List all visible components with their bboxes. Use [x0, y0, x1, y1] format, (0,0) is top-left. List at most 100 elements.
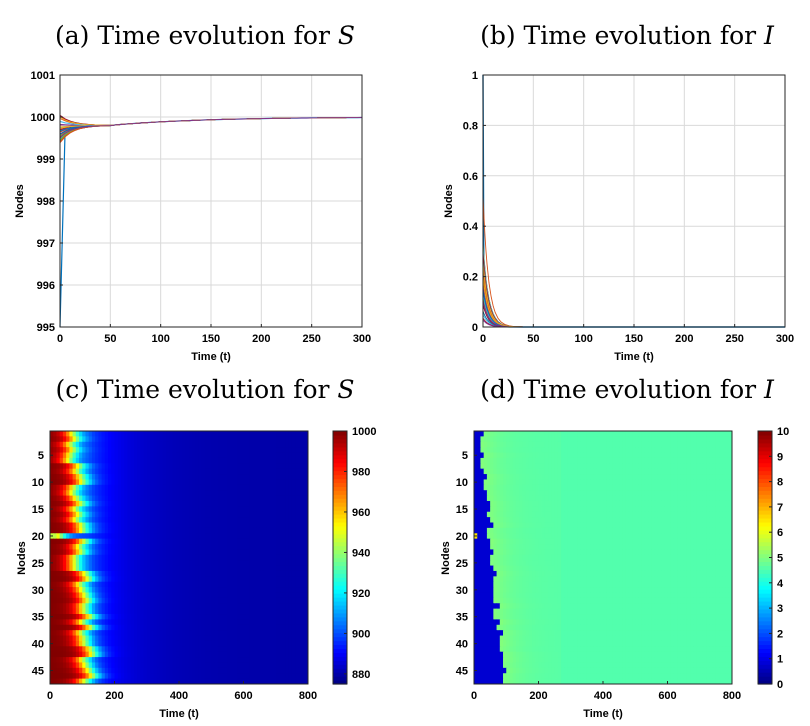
heatmap-cell	[217, 619, 222, 626]
heatmap-cell	[56, 635, 61, 642]
heatmap-cell	[50, 597, 54, 604]
heatmap-cell	[172, 436, 177, 443]
heatmap-cell	[237, 570, 241, 577]
heatmap-cell	[108, 646, 112, 653]
heatmap-cell	[715, 436, 720, 443]
heatmap-cell	[557, 490, 562, 497]
heatmap-cell	[162, 581, 167, 588]
heatmap-cell	[256, 673, 261, 680]
heatmap-cell	[137, 587, 141, 593]
heatmap-cell	[208, 614, 212, 620]
heatmap-cell	[120, 522, 125, 529]
heatmap-cell	[185, 447, 190, 454]
heatmap-cell	[98, 608, 103, 615]
heatmap-cell	[233, 630, 238, 637]
heatmap-cell	[651, 436, 656, 443]
heatmap-cell	[285, 630, 290, 637]
heatmap-cell	[175, 651, 180, 658]
heatmap-cell	[619, 436, 623, 443]
heatmap-cell	[120, 597, 125, 604]
heatmap-cell	[509, 441, 514, 448]
heatmap-cell	[104, 673, 109, 680]
heatmap-cell	[227, 549, 232, 556]
heatmap-cell	[583, 452, 588, 459]
heatmap-cell	[66, 640, 70, 647]
heatmap-cell	[690, 457, 694, 464]
heatmap-cell	[220, 619, 225, 626]
heatmap-cell	[188, 544, 193, 550]
heatmap-cell	[554, 479, 559, 486]
heatmap-cell	[124, 614, 128, 620]
heatmap-cell	[104, 484, 109, 491]
heatmap-cell	[166, 452, 170, 459]
heatmap-cell	[282, 662, 286, 669]
heatmap-cell	[256, 592, 261, 599]
heatmap-cell	[677, 441, 681, 448]
heatmap-cell	[246, 646, 251, 653]
heatmap-cell	[204, 522, 209, 529]
heatmap-cell	[683, 452, 688, 459]
heatmap-cell	[50, 576, 54, 583]
x-tick-label: 150	[202, 333, 220, 345]
heatmap-cell	[201, 511, 206, 518]
heatmap-cell	[62, 657, 67, 663]
heatmap-cell	[188, 522, 193, 529]
heatmap-cell	[185, 549, 190, 556]
heatmap-cell	[227, 635, 232, 642]
heatmap-cell	[237, 667, 241, 674]
heatmap-cell	[120, 468, 125, 475]
heatmap-cell	[98, 495, 103, 502]
heatmap-cell	[98, 614, 103, 620]
heatmap-cell	[622, 463, 627, 470]
heatmap-cell	[75, 436, 80, 443]
heatmap-cell	[188, 608, 193, 615]
heatmap-cell	[114, 673, 119, 680]
heatmap-cell	[91, 657, 96, 663]
heatmap-cell	[298, 614, 303, 620]
heatmap-cell	[156, 651, 161, 658]
heatmap-cell	[496, 452, 501, 459]
heatmap-cell	[72, 576, 77, 583]
heatmap-cell	[153, 511, 157, 518]
heatmap-cell	[298, 490, 303, 497]
heatmap-cell	[175, 452, 180, 459]
heatmap-cell	[85, 624, 90, 631]
heatmap-cell	[82, 630, 86, 637]
heatmap-cell	[204, 619, 209, 626]
heatmap-cell	[191, 527, 196, 534]
heatmap-cell	[59, 479, 64, 486]
heatmap-cell	[72, 614, 77, 620]
heatmap-cell	[696, 468, 701, 475]
heatmap-cell	[285, 436, 290, 443]
heatmap-cell	[179, 587, 183, 593]
heatmap-cell	[638, 431, 643, 437]
heatmap-cell	[75, 441, 80, 448]
heatmap-cell	[75, 522, 80, 529]
heatmap-cell	[285, 490, 290, 497]
heatmap-cell	[208, 463, 212, 470]
heatmap-cell	[715, 484, 720, 491]
heatmap-cell	[162, 500, 167, 507]
heatmap-cell	[282, 608, 286, 615]
heatmap-cell	[295, 431, 299, 437]
heatmap-cell	[301, 463, 306, 470]
heatmap-cell	[101, 608, 106, 615]
heatmap-cell	[179, 506, 183, 513]
heatmap-cell	[217, 511, 222, 518]
heatmap-cell	[506, 431, 510, 437]
heatmap-cell	[162, 511, 167, 518]
heatmap-cell	[291, 490, 296, 497]
heatmap-cell	[295, 463, 299, 470]
heatmap-cell	[683, 479, 688, 486]
heatmap-cell	[88, 667, 93, 674]
heatmap-cell	[130, 506, 135, 513]
heatmap-cell	[111, 603, 116, 610]
heatmap-cell	[635, 463, 639, 470]
heatmap-cell	[149, 549, 154, 556]
heatmap-cell	[204, 452, 209, 459]
heatmap-cell	[162, 624, 167, 631]
heatmap-cell	[278, 640, 283, 647]
heatmap-cell	[85, 463, 90, 470]
heatmap-cell	[577, 452, 581, 459]
heatmap-cell	[172, 484, 177, 491]
